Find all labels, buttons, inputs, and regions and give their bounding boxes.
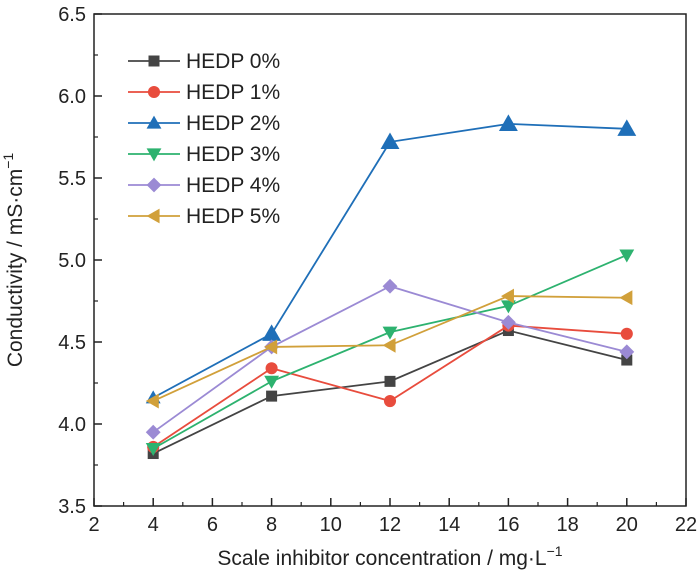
y-tick-label: 6.5 — [58, 4, 86, 26]
data-point — [382, 337, 396, 353]
legend-label: HEDP 5% — [186, 205, 280, 228]
legend-label: HEDP 3% — [186, 143, 280, 166]
data-point — [145, 443, 161, 457]
data-point — [383, 394, 397, 408]
data-point — [382, 278, 398, 294]
data-point — [620, 327, 633, 340]
legend-item: HEDP 4% — [128, 174, 280, 197]
y-axis-title: Conductivity / mS·cm−1 — [0, 153, 27, 368]
data-point — [500, 300, 516, 314]
legend-marker — [146, 208, 160, 224]
legend-label: HEDP 0% — [186, 50, 280, 73]
x-tick-label: 14 — [438, 514, 460, 536]
legend-marker — [148, 55, 160, 67]
data-point — [382, 326, 398, 340]
x-tick-label: 20 — [616, 514, 638, 536]
data-point — [498, 114, 518, 131]
legend-label: HEDP 1% — [186, 81, 280, 104]
y-tick-label: 6.0 — [58, 86, 86, 108]
series-5 — [145, 288, 633, 409]
x-tick-label: 22 — [675, 514, 697, 536]
series-4 — [145, 278, 635, 440]
series-3 — [145, 249, 635, 457]
data-point — [264, 339, 278, 355]
legend-item: HEDP 5% — [128, 205, 280, 228]
x-tick-label: 16 — [497, 514, 519, 536]
legend-item: HEDP 2% — [128, 112, 280, 135]
legend-label: HEDP 2% — [186, 112, 280, 135]
series-layer — [145, 114, 637, 460]
x-tick-label: 6 — [207, 514, 218, 536]
y-tick-label: 4.0 — [58, 414, 86, 436]
legend: HEDP 0% HEDP 1% HEDP 2% HEDP 3% HEDP 4% HEDP … — [128, 50, 280, 228]
x-tick-label: 2 — [88, 514, 99, 536]
data-point — [384, 375, 396, 387]
y-tick-label: 5.5 — [58, 168, 86, 190]
legend-label: HEDP 4% — [186, 174, 280, 197]
legend-item: HEDP 0% — [128, 50, 280, 73]
data-point — [617, 119, 637, 136]
x-tick-label: 8 — [266, 514, 277, 536]
legend-marker — [146, 177, 162, 193]
legend-item: HEDP 1% — [128, 81, 280, 104]
y-tick-label: 5.0 — [58, 250, 86, 272]
data-point — [500, 288, 514, 304]
x-axis-title: Scale inhibitor concentration / mg·L−1 — [217, 543, 562, 570]
data-point — [619, 249, 635, 263]
legend-marker — [147, 85, 161, 99]
x-tick-label: 18 — [556, 514, 578, 536]
data-point — [262, 324, 282, 341]
data-point — [500, 314, 516, 330]
x-tick-label: 10 — [320, 514, 342, 536]
axes: 2 4 6 8 10 12 14 16 18 20 22 3.5 4.0 4.5 5.0 5.5 6.0 6.5 — [58, 4, 697, 536]
x-tick-label: 12 — [379, 514, 401, 536]
legend-item: HEDP 3% — [128, 143, 280, 166]
x-tick-label: 4 — [148, 514, 159, 536]
y-tick-label: 3.5 — [58, 496, 86, 518]
data-point — [619, 290, 633, 306]
data-point — [145, 393, 159, 409]
data-point — [264, 375, 280, 389]
legend-marker — [146, 148, 162, 162]
y-tick-label: 4.5 — [58, 332, 86, 354]
data-point — [145, 424, 161, 440]
data-point — [621, 354, 633, 366]
data-point — [380, 132, 400, 150]
data-point — [266, 390, 278, 402]
data-point — [265, 362, 278, 375]
legend-marker — [146, 115, 162, 129]
data-point — [619, 344, 635, 360]
